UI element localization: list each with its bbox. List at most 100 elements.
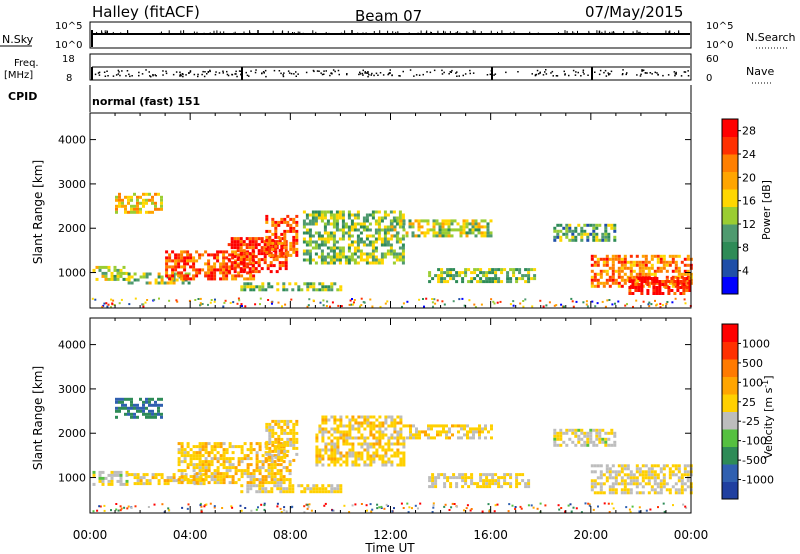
nave-sample [150, 75, 152, 78]
nave-sample [607, 72, 609, 74]
nave-sample [441, 73, 444, 75]
nave-sample [97, 72, 100, 74]
nave-sample [644, 72, 647, 74]
nave-sample [577, 71, 579, 74]
nave-sample [338, 73, 340, 76]
nave-sample [305, 71, 308, 74]
freq-strip: Freq. [MHz] 18 8 60 0 Nave [4, 53, 774, 84]
station-title: Halley (fitACF) [92, 3, 200, 21]
nave-sample [391, 74, 393, 77]
nave-sample [687, 75, 690, 77]
nave-sample [674, 74, 676, 77]
nave-sample [312, 69, 315, 72]
nave-sample [129, 75, 131, 78]
power-noise [91, 297, 692, 309]
nave-sample [155, 75, 157, 77]
nave-sample [181, 73, 184, 75]
nave-sample [657, 74, 659, 76]
nave-sample [226, 73, 229, 76]
nave-sample [207, 71, 209, 73]
velocity-region [127, 473, 206, 486]
nave-sample [189, 71, 192, 73]
colorbar-tick-label: 1000 [742, 337, 770, 350]
velocity-colorbar-label: Velocity [m s-1] [761, 375, 775, 458]
nave-sample [94, 73, 97, 76]
colorbar-tick-label: 28 [742, 125, 756, 138]
nave-sample [544, 71, 546, 73]
colorbar-tick-label: 12 [742, 218, 756, 231]
nave-sample [587, 74, 589, 76]
nave-sample [458, 75, 460, 77]
nave-sample [684, 71, 687, 73]
nave-sample [418, 74, 421, 76]
nave-sample [337, 69, 340, 72]
nave-sample [575, 71, 577, 73]
nave-sample [235, 73, 237, 75]
nave-sample [486, 74, 489, 76]
colorbar-tick-label: 16 [742, 195, 756, 208]
nave-sample [402, 70, 404, 73]
nave-sample [321, 73, 324, 76]
nave-sample [564, 74, 566, 76]
nave-sample [551, 70, 554, 73]
nave-sample [494, 73, 497, 75]
colorbar-tick-label: 20 [742, 171, 756, 184]
nave-sample [240, 70, 242, 72]
nave-sample [138, 74, 140, 77]
nave-sample [625, 73, 627, 76]
colorbar-swatch [722, 119, 738, 137]
nave-sample [358, 73, 360, 76]
y-tick-label: 2000 [58, 222, 86, 235]
nsky-strip: N.Sky 10^5 10^0 10^5 10^0 N.Search [0, 21, 796, 51]
nave-sample [370, 74, 372, 76]
nave-sample [202, 70, 204, 73]
nave-sample [278, 70, 281, 72]
nave-sample [179, 71, 181, 73]
nave-sample [362, 74, 364, 76]
nave-sample [398, 75, 400, 77]
power-region [553, 223, 617, 242]
nave-sample [389, 72, 391, 74]
nave-sample [222, 70, 224, 72]
nave-sample [367, 75, 369, 78]
time-axis: 00:00 04:00 08:00 12:00 16:00 20:00 00:00 [73, 528, 709, 542]
nave-sample [318, 70, 320, 72]
cpid-strip: CPID normal (fast) 151 [8, 85, 692, 112]
nave-sample [323, 70, 325, 72]
nave-sample [550, 72, 552, 74]
nave-sample [563, 70, 565, 73]
nave-sample [656, 72, 658, 74]
nave-sample [117, 69, 120, 72]
colorbar-tick-label: -100 [742, 435, 767, 448]
nave-sample [641, 69, 643, 71]
nave-sample [107, 75, 109, 77]
nave-sample [489, 73, 492, 76]
nave-sample [297, 73, 299, 75]
colorbar-swatch [722, 224, 738, 242]
nave-sample [472, 72, 475, 74]
nave-sample [375, 72, 378, 75]
nave-sample [505, 71, 507, 74]
power-region [92, 265, 129, 281]
nave-sample [441, 69, 443, 72]
nave-sample [626, 72, 628, 74]
nave-sample [594, 71, 596, 73]
nave-sample [231, 73, 233, 76]
y-tick-label: 1000 [58, 472, 86, 485]
nave-sample [622, 69, 624, 71]
nave-sample [346, 73, 348, 75]
nave-sample [320, 72, 322, 74]
nave-sample [288, 72, 291, 74]
colorbar-tick-label: 25 [742, 396, 756, 409]
nave-tick-bottom: 0 [706, 73, 712, 84]
nave-sample [125, 75, 127, 77]
nsearch-label: N.Search [746, 31, 796, 44]
nave-sample [443, 71, 445, 74]
nave-sample [222, 72, 224, 74]
nave-sample [552, 75, 554, 77]
nave-sample [583, 73, 585, 75]
colorbar-swatch [722, 341, 738, 360]
nave-sample [365, 72, 368, 74]
nave-sample [568, 74, 570, 77]
